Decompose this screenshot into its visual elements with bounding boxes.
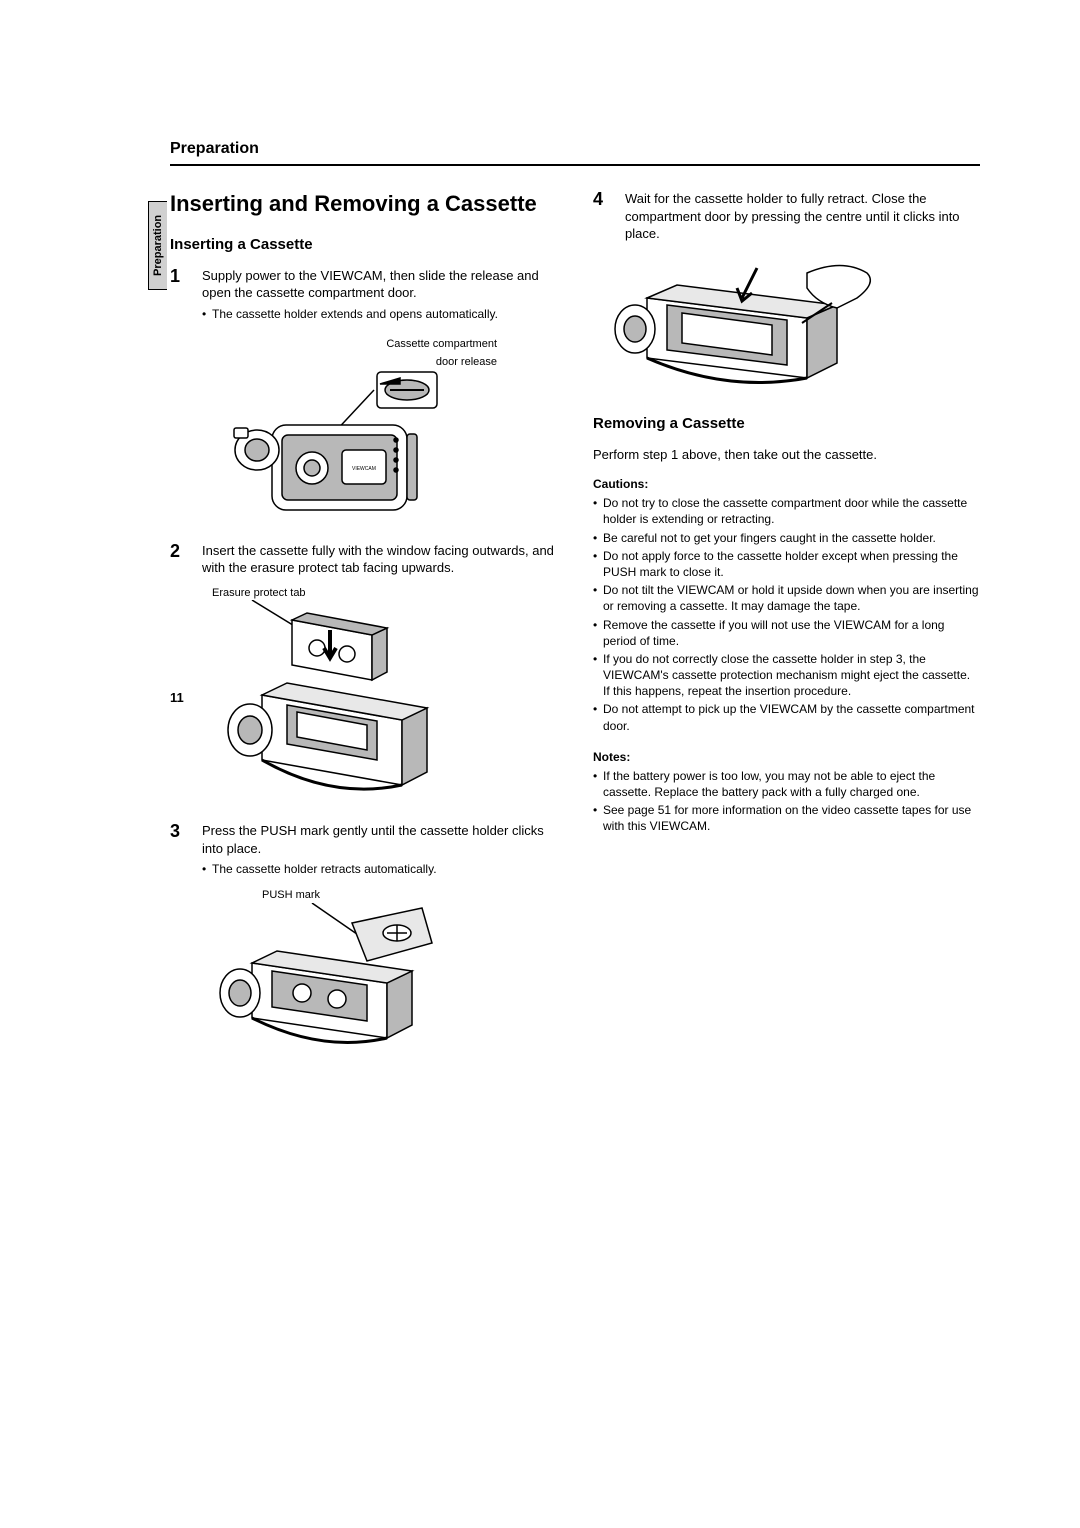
insert-heading: Inserting a Cassette	[170, 236, 557, 253]
step-bullets: The cassette holder retracts automatical…	[202, 861, 557, 877]
note-item: If the battery power is too low, you may…	[593, 768, 980, 800]
caution-item: Do not try to close the cassette compart…	[593, 495, 980, 527]
fig2-label: Erasure protect tab	[212, 587, 557, 600]
step-body: Supply power to the VIEWCAM, then slide …	[202, 267, 557, 324]
step-number: 2	[170, 542, 188, 577]
svg-text:VIEWCAM: VIEWCAM	[352, 466, 376, 472]
fig1-label-b: door release	[436, 356, 497, 368]
step-bullets: The cassette holder extends and opens au…	[202, 306, 557, 322]
step-body: Insert the cassette fully with the windo…	[202, 542, 557, 577]
step-4: 4 Wait for the cassette holder to fully …	[593, 190, 980, 243]
step-text: Press the PUSH mark gently until the cas…	[202, 823, 544, 856]
step-text: Wait for the cassette holder to fully re…	[625, 191, 960, 241]
caution-item: If you do not correctly close the casset…	[593, 651, 980, 700]
remove-text: Perform step 1 above, then take out the …	[593, 446, 980, 464]
page-number: 11	[170, 690, 184, 705]
camcorder-cassette-insert-icon	[202, 600, 452, 800]
step-2: 2 Insert the cassette fully with the win…	[170, 542, 557, 577]
step-body: Wait for the cassette holder to fully re…	[625, 190, 980, 243]
divider	[170, 164, 980, 166]
side-tab: Preparation	[148, 201, 167, 290]
notes-list: If the battery power is too low, you may…	[593, 768, 980, 835]
remove-heading: Removing a Cassette	[593, 415, 980, 432]
step-number: 1	[170, 267, 188, 324]
manual-page: Preparation Preparation Inserting and Re…	[0, 0, 1080, 1135]
caution-item: Remove the cassette if you will not use …	[593, 617, 980, 649]
caution-item: Do not tilt the VIEWCAM or hold it upsid…	[593, 582, 980, 614]
note-item: See page 51 for more information on the …	[593, 802, 980, 834]
cautions-heading: Cautions:	[593, 477, 980, 491]
caution-item: Do not apply force to the cassette holde…	[593, 548, 980, 580]
step-text: Insert the cassette fully with the windo…	[202, 543, 554, 576]
step-number: 4	[593, 190, 611, 243]
left-column: Inserting and Removing a Cassette Insert…	[170, 190, 557, 1075]
caution-item: Do not attempt to pick up the VIEWCAM by…	[593, 701, 980, 733]
fig1-label-a: Cassette compartment	[386, 338, 497, 350]
fig3-label: PUSH mark	[262, 889, 557, 902]
cautions-list: Do not try to close the cassette compart…	[593, 495, 980, 734]
camcorder-close-icon	[607, 253, 887, 393]
section-header: Preparation	[170, 140, 980, 158]
right-column: 4 Wait for the cassette holder to fully …	[593, 190, 980, 1075]
main-title: Inserting and Removing a Cassette	[170, 190, 557, 218]
notes-heading: Notes:	[593, 750, 980, 764]
step-text: Supply power to the VIEWCAM, then slide …	[202, 268, 539, 301]
content-columns: Inserting and Removing a Cassette Insert…	[170, 190, 980, 1075]
figure-3: PUSH mark	[202, 889, 557, 1052]
step-3: 3 Press the PUSH mark gently until the c…	[170, 822, 557, 879]
step-1: 1 Supply power to the VIEWCAM, then slid…	[170, 267, 557, 324]
caution-item: Be careful not to get your fingers caugh…	[593, 530, 980, 546]
bullet: The cassette holder extends and opens au…	[202, 306, 557, 322]
step-number: 3	[170, 822, 188, 879]
camcorder-rear-icon: VIEWCAM	[202, 370, 452, 520]
camcorder-push-icon	[202, 903, 452, 1053]
step-body: Press the PUSH mark gently until the cas…	[202, 822, 557, 879]
figure-1: Cassette compartment door release	[202, 334, 557, 520]
figure-4	[607, 253, 980, 393]
bullet: The cassette holder retracts automatical…	[202, 861, 557, 877]
figure-2: Erasure protect tab	[202, 587, 557, 800]
